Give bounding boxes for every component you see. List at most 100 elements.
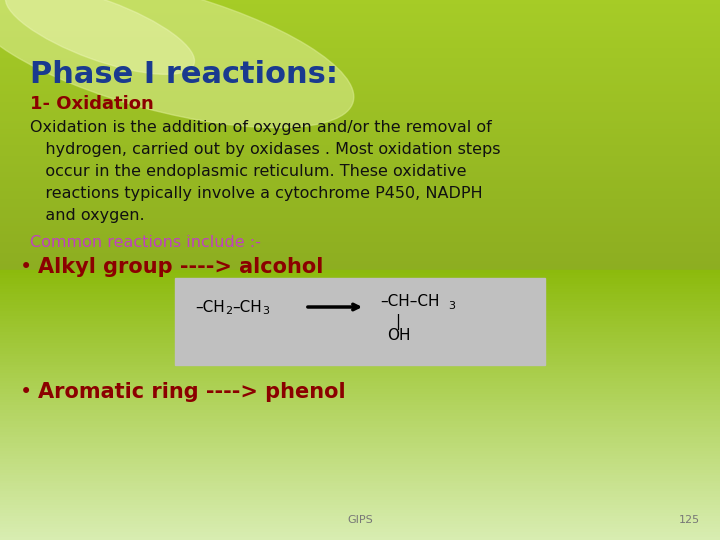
Bar xyxy=(0,108,720,111)
Bar xyxy=(0,184,720,186)
Bar xyxy=(0,76,720,78)
Bar xyxy=(0,526,720,529)
Bar xyxy=(0,316,720,319)
Bar xyxy=(0,119,720,122)
Bar xyxy=(0,535,720,537)
Bar xyxy=(0,103,720,105)
Bar xyxy=(0,532,720,535)
Bar xyxy=(0,46,720,49)
Ellipse shape xyxy=(0,0,354,127)
Bar xyxy=(0,151,720,154)
Bar xyxy=(0,491,720,494)
Bar xyxy=(0,122,720,124)
Bar xyxy=(0,513,720,516)
Bar xyxy=(0,173,720,176)
Bar xyxy=(175,278,545,365)
Text: |: | xyxy=(395,314,400,330)
Bar xyxy=(0,246,720,248)
Bar xyxy=(0,24,720,27)
Bar xyxy=(0,265,720,267)
Text: reactions typically involve a cytochrome P450, NADPH: reactions typically involve a cytochrome… xyxy=(30,186,482,201)
Bar xyxy=(0,130,720,132)
Bar xyxy=(0,30,720,32)
Bar xyxy=(0,321,720,324)
Bar xyxy=(0,408,720,410)
Bar xyxy=(0,194,720,197)
Bar xyxy=(0,40,720,43)
Bar xyxy=(0,248,720,251)
Bar xyxy=(0,189,720,192)
Bar xyxy=(0,462,720,464)
Bar xyxy=(0,400,720,402)
Bar xyxy=(0,327,720,329)
Bar xyxy=(0,113,720,116)
Text: –CH–CH: –CH–CH xyxy=(380,294,439,309)
Bar xyxy=(0,181,720,184)
Bar xyxy=(0,5,720,8)
Bar xyxy=(0,424,720,427)
Bar xyxy=(0,289,720,292)
Bar xyxy=(0,100,720,103)
Bar xyxy=(0,105,720,108)
Bar xyxy=(0,405,720,408)
Bar xyxy=(0,8,720,11)
Bar xyxy=(0,273,720,275)
Bar xyxy=(0,351,720,354)
Bar xyxy=(0,292,720,294)
Text: Common reactions include :-: Common reactions include :- xyxy=(30,235,261,250)
Bar xyxy=(0,427,720,429)
Bar xyxy=(0,213,720,216)
Bar xyxy=(0,70,720,73)
Bar xyxy=(0,335,720,338)
Text: occur in the endoplasmic reticulum. These oxidative: occur in the endoplasmic reticulum. Thes… xyxy=(30,164,467,179)
Bar xyxy=(0,448,720,451)
Bar xyxy=(0,381,720,383)
Bar xyxy=(0,362,720,364)
Bar xyxy=(0,38,720,40)
Bar xyxy=(0,432,720,435)
Bar xyxy=(0,68,720,70)
Bar xyxy=(0,270,720,273)
Bar xyxy=(0,57,720,59)
Text: 2: 2 xyxy=(225,306,232,316)
Bar xyxy=(0,502,720,505)
Bar xyxy=(0,227,720,229)
Bar xyxy=(0,27,720,30)
Bar xyxy=(0,373,720,375)
Bar xyxy=(0,148,720,151)
Bar xyxy=(0,176,720,178)
Bar xyxy=(0,510,720,513)
Bar xyxy=(0,62,720,65)
Bar xyxy=(0,416,720,418)
Bar xyxy=(0,497,720,500)
Bar xyxy=(0,262,720,265)
Bar xyxy=(0,354,720,356)
Bar xyxy=(0,338,720,340)
Bar xyxy=(0,35,720,38)
Bar xyxy=(0,162,720,165)
Bar xyxy=(0,140,720,143)
Bar xyxy=(0,14,720,16)
Bar xyxy=(0,456,720,459)
Bar xyxy=(0,518,720,521)
Bar xyxy=(0,86,720,89)
Bar xyxy=(0,359,720,362)
Bar xyxy=(0,340,720,343)
Bar xyxy=(0,19,720,22)
Bar xyxy=(0,489,720,491)
Bar xyxy=(0,208,720,211)
Bar xyxy=(0,459,720,462)
Text: GIPS: GIPS xyxy=(347,515,373,525)
Bar xyxy=(0,154,720,157)
Bar xyxy=(0,92,720,94)
Bar xyxy=(0,308,720,310)
Bar xyxy=(0,135,720,138)
Bar xyxy=(0,305,720,308)
Bar xyxy=(0,22,720,24)
Bar xyxy=(0,516,720,518)
Bar xyxy=(0,165,720,167)
Bar xyxy=(0,486,720,489)
Bar xyxy=(0,240,720,243)
Bar xyxy=(0,383,720,386)
Bar xyxy=(0,537,720,540)
